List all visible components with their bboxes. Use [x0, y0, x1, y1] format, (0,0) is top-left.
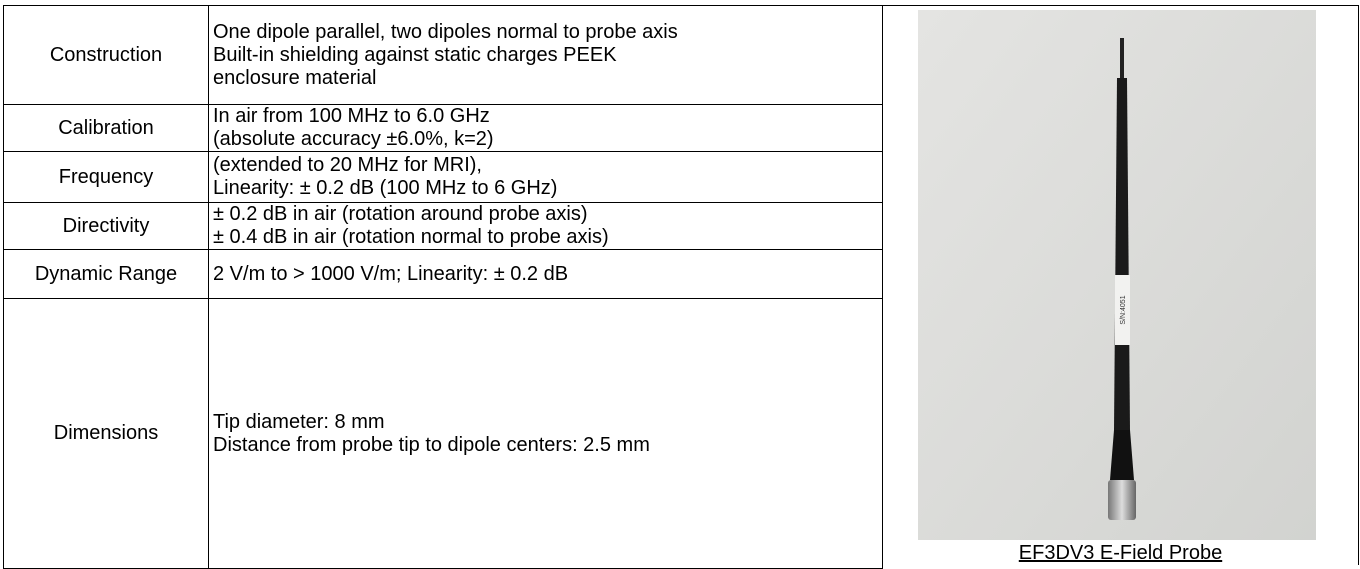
spec-line: (extended to 20 MHz for MRI), — [213, 154, 882, 177]
probe-label: S/N:4051 — [1120, 295, 1127, 324]
spec-line: Distance from probe tip to dipole center… — [213, 434, 882, 457]
spec-row: Frequency(extended to 20 MHz for MRI),Li… — [4, 152, 883, 203]
spec-line: 2 V/m to > 1000 V/m; Linearity: ± 0.2 dB — [213, 263, 882, 286]
spec-line: In air from 100 MHz to 6.0 GHz — [213, 105, 882, 128]
spec-line: enclosure material — [213, 67, 882, 90]
spec-label: Dimensions — [4, 299, 209, 569]
spec-row: Directivity± 0.2 dB in air (rotation aro… — [4, 203, 883, 250]
spec-value: 2 V/m to > 1000 V/m; Linearity: ± 0.2 dB — [209, 250, 883, 299]
spec-label: Dynamic Range — [4, 250, 209, 299]
spec-value: ± 0.2 dB in air (rotation around probe a… — [209, 203, 883, 250]
spec-value: One dipole parallel, two dipoles normal … — [209, 6, 883, 105]
spec-line: ± 0.2 dB in air (rotation around probe a… — [213, 203, 882, 226]
spec-line: One dipole parallel, two dipoles normal … — [213, 21, 882, 44]
spec-label: Frequency — [4, 152, 209, 203]
spec-line: Tip diameter: 8 mm — [213, 411, 882, 434]
spec-value: (extended to 20 MHz for MRI),Linearity: … — [209, 152, 883, 203]
spec-label: Construction — [4, 6, 209, 105]
page: ConstructionOne dipole parallel, two dip… — [0, 0, 1360, 565]
photo-cell: S/N:4051 EF3DV3 E-Field Probe — [882, 5, 1359, 565]
spec-value: In air from 100 MHz to 6.0 GHz(absolute … — [209, 105, 883, 152]
spec-line: Linearity: ± 0.2 dB (100 MHz to 6 GHz) — [213, 177, 882, 200]
spec-line: ± 0.4 dB in air (rotation normal to prob… — [213, 226, 882, 249]
spec-label: Directivity — [4, 203, 209, 250]
probe-photo: S/N:4051 — [918, 10, 1316, 540]
spec-line: (absolute accuracy ±6.0%, k=2) — [213, 128, 882, 151]
spec-label: Calibration — [4, 105, 209, 152]
spec-line: Built-in shielding against static charge… — [213, 44, 882, 67]
photo-caption: EF3DV3 E-Field Probe — [883, 542, 1358, 565]
